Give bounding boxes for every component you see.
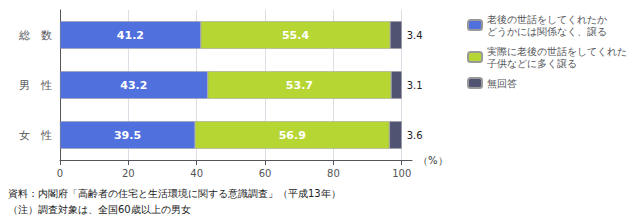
svg-text:3.1: 3.1 — [407, 80, 423, 91]
svg-text:無回答: 無回答 — [487, 78, 517, 89]
svg-text:子供などに多く譲る: 子供などに多く譲る — [487, 58, 577, 69]
svg-text:3.6: 3.6 — [407, 130, 423, 141]
svg-text:資料：内閣府「高齢者の住宅と生活環境に関する意識調査」（平成: 資料：内閣府「高齢者の住宅と生活環境に関する意識調査」（平成13年） — [8, 188, 341, 199]
svg-text:（注）調査対象は、全国60歳以上の男女: （注）調査対象は、全国60歳以上の男女 — [8, 204, 191, 215]
svg-text:53.7: 53.7 — [286, 79, 313, 92]
svg-text:20: 20 — [122, 168, 135, 179]
svg-text:80: 80 — [327, 168, 340, 179]
svg-text:55.4: 55.4 — [282, 29, 309, 42]
svg-text:40: 40 — [190, 168, 203, 179]
svg-text:（%）: （%） — [418, 155, 448, 166]
svg-text:100: 100 — [392, 168, 411, 179]
svg-text:39.5: 39.5 — [114, 129, 141, 142]
svg-text:老後の世話をしてくれたか: 老後の世話をしてくれたか — [487, 14, 607, 25]
svg-text:43.2: 43.2 — [120, 79, 147, 92]
svg-text:41.2: 41.2 — [117, 29, 144, 42]
svg-text:56.9: 56.9 — [279, 129, 306, 142]
svg-text:実際に老後の世話をしてくれた: 実際に老後の世話をしてくれた — [487, 46, 627, 57]
svg-text:総 数: 総 数 — [18, 29, 52, 42]
svg-text:3.4: 3.4 — [407, 30, 423, 41]
svg-text:どうかには関係なく、譲る: どうかには関係なく、譲る — [487, 26, 607, 37]
svg-text:女 性: 女 性 — [19, 129, 52, 142]
svg-text:男 性: 男 性 — [19, 79, 52, 92]
svg-text:0: 0 — [57, 168, 63, 179]
svg-text:60: 60 — [259, 168, 272, 179]
